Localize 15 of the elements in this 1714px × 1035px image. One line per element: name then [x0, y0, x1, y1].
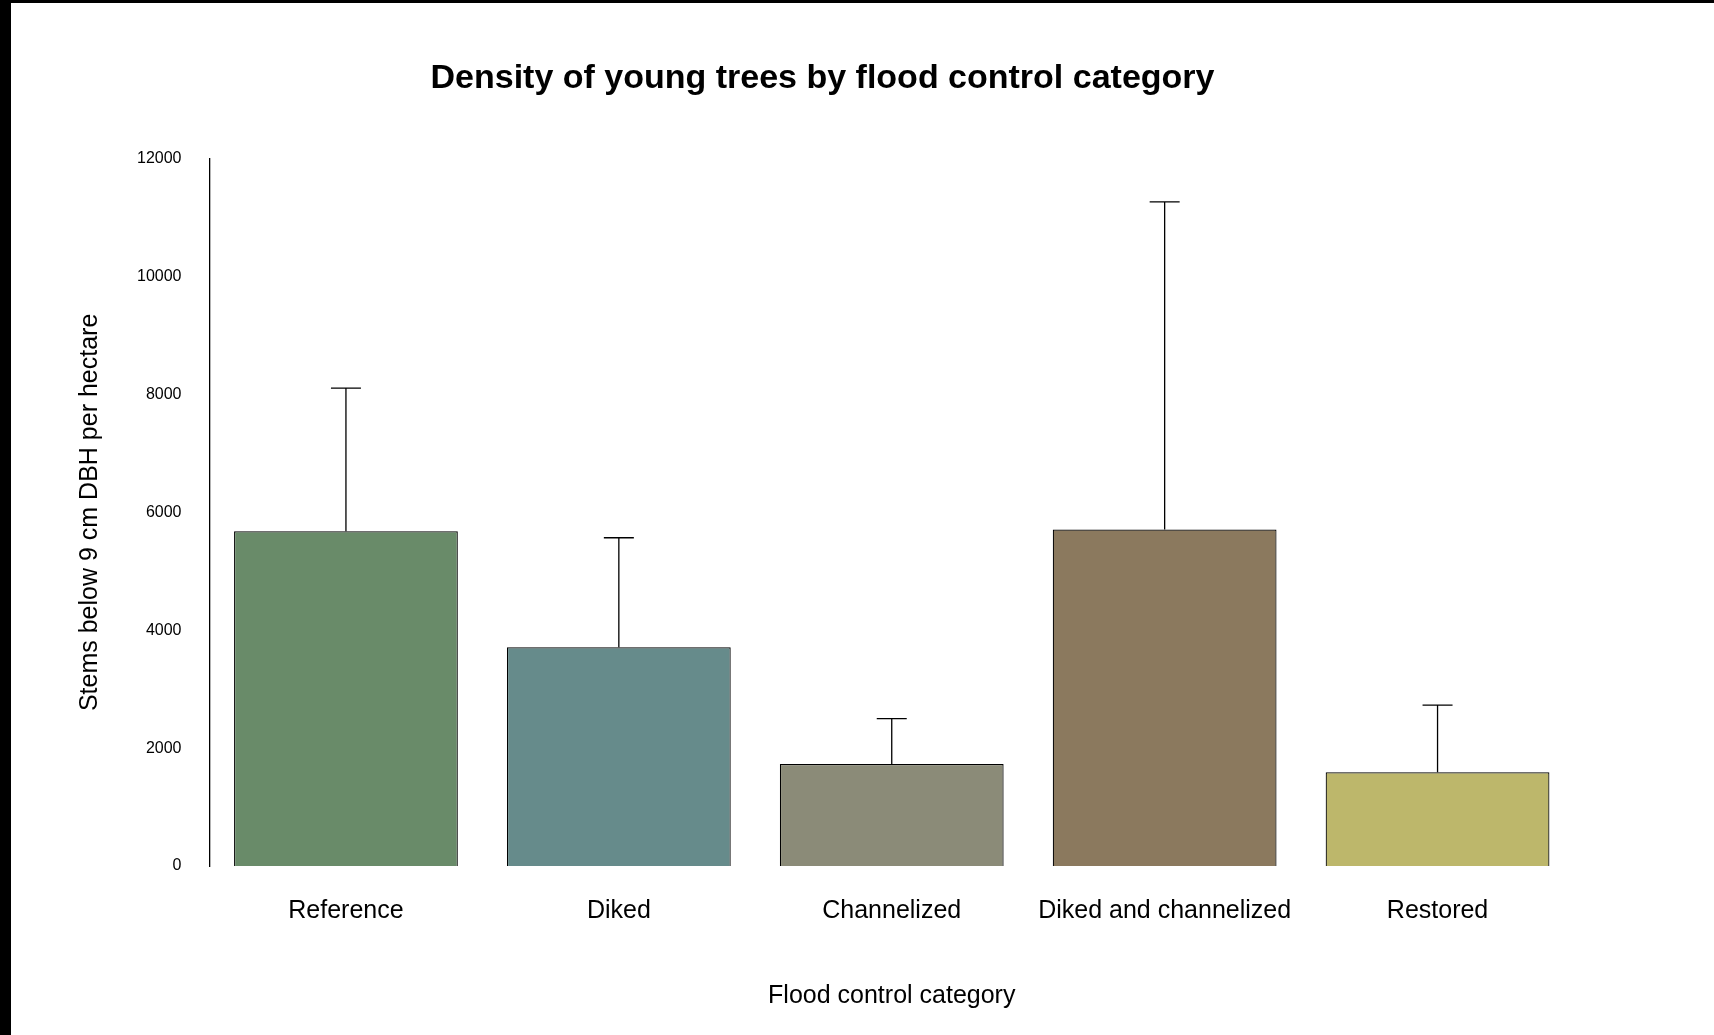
y-tick-label: 4000	[145, 620, 182, 638]
x-tick-label: Reference	[288, 894, 404, 923]
y-tick-label: 2000	[145, 738, 182, 756]
x-tick-label: Restored	[1386, 894, 1489, 923]
x-tick-label: Channelized	[822, 894, 962, 923]
x-tick-label: Diked	[586, 894, 651, 923]
y-tick-label: 0	[172, 856, 182, 874]
x-axis-title: Flood control category	[768, 979, 1016, 1008]
y-axis-title: Stems below 9 cm DBH per hectare	[73, 313, 102, 712]
x-tick-label: Diked and channelized	[1038, 894, 1292, 923]
y-tick-label: 6000	[145, 502, 182, 520]
chart-title: Density of young trees by flood control category	[430, 56, 1215, 95]
y-tick-label: 8000	[145, 384, 182, 402]
y-tick-label: 10000	[136, 267, 182, 285]
y-tick-label: 12000	[136, 149, 182, 167]
